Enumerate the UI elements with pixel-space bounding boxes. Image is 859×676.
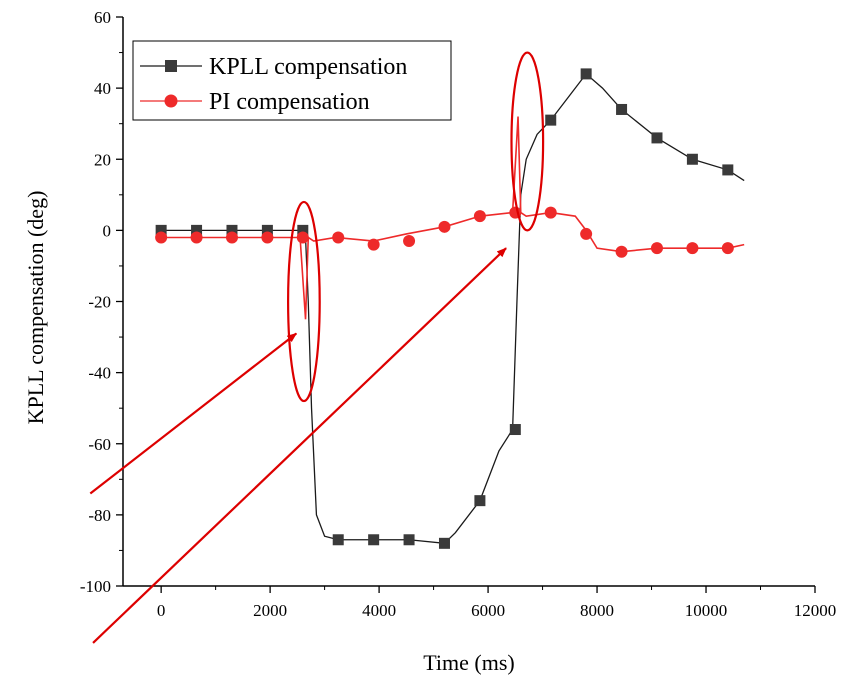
legend-box: [132, 40, 452, 121]
legend: KPLL compensation PI compensation: [132, 40, 452, 121]
kpll-marker: [261, 224, 273, 236]
legend-label-pi: PI compensation: [209, 89, 370, 115]
x-tick-label: 10000: [685, 601, 728, 620]
pi-marker: [721, 242, 734, 255]
axes: Time (ms) KPLL compensation (deg) 0 2000 4…: [23, 8, 836, 675]
annotations: [89, 51, 545, 644]
x-tick-label: 2000: [253, 601, 287, 620]
pi-marker: [686, 242, 699, 255]
pi-marker: [296, 231, 309, 244]
kpll-marker: [368, 534, 380, 546]
annotation-arrow: [89, 332, 298, 495]
x-tick-label: 12000: [794, 601, 837, 620]
kpll-marker: [722, 164, 734, 176]
kpll-marker: [616, 103, 628, 115]
series-line-kpll: [161, 72, 745, 545]
x-tick-label: 8000: [580, 601, 614, 620]
kpll-marker: [545, 114, 557, 126]
y-tick-label: 20: [94, 150, 111, 169]
y-tick-label: -20: [88, 293, 111, 312]
pi-marker: [332, 231, 345, 244]
kpll-marker: [403, 534, 415, 546]
y-axis-title: KPLL compensation (deg): [23, 191, 48, 425]
kpll-marker: [651, 132, 663, 144]
x-tick-label: 0: [157, 601, 166, 620]
y-tick-label: -100: [80, 577, 111, 596]
pi-marker: [650, 242, 663, 255]
x-axis-title: Time (ms): [423, 650, 514, 675]
y-tick-label: -60: [88, 435, 111, 454]
kpll-marker: [474, 495, 486, 507]
legend-marker-kpll: [165, 60, 177, 72]
pi-marker: [615, 245, 628, 258]
y-tick-label: -80: [88, 506, 111, 525]
legend-label-kpll: KPLL compensation: [209, 54, 407, 80]
kpll-marker: [580, 68, 592, 80]
x-tick-label: 4000: [362, 601, 396, 620]
legend-marker-pi: [164, 94, 178, 108]
plot-area: [155, 68, 745, 549]
kpll-marker: [438, 537, 450, 549]
kpll-marker: [226, 224, 238, 236]
annotation-arrow: [92, 247, 507, 644]
y-tick-label: 0: [103, 221, 112, 240]
highlight-ellipse: [510, 51, 545, 232]
y-tick-label: -40: [88, 364, 111, 383]
pi-marker: [473, 210, 486, 223]
series-line-pi: [161, 116, 745, 320]
pi-marker: [261, 231, 274, 244]
pi-marker: [225, 231, 238, 244]
x-tick-label: 6000: [471, 601, 505, 620]
highlight-ellipse: [286, 200, 321, 403]
pi-marker: [544, 206, 557, 219]
y-tick-label: 40: [94, 79, 111, 98]
pi-marker: [190, 231, 203, 244]
kpll-marker: [332, 534, 344, 546]
pi-marker: [155, 231, 168, 244]
pi-marker: [403, 235, 416, 248]
pi-marker: [580, 227, 593, 240]
kpll-marker: [509, 424, 521, 436]
pi-marker: [367, 238, 380, 251]
kpll-marker: [686, 153, 698, 165]
kpll-marker: [155, 224, 167, 236]
pi-marker: [438, 220, 451, 233]
kpll-marker: [191, 224, 203, 236]
kpll-marker: [297, 224, 309, 236]
y-tick-label: 60: [94, 8, 111, 27]
